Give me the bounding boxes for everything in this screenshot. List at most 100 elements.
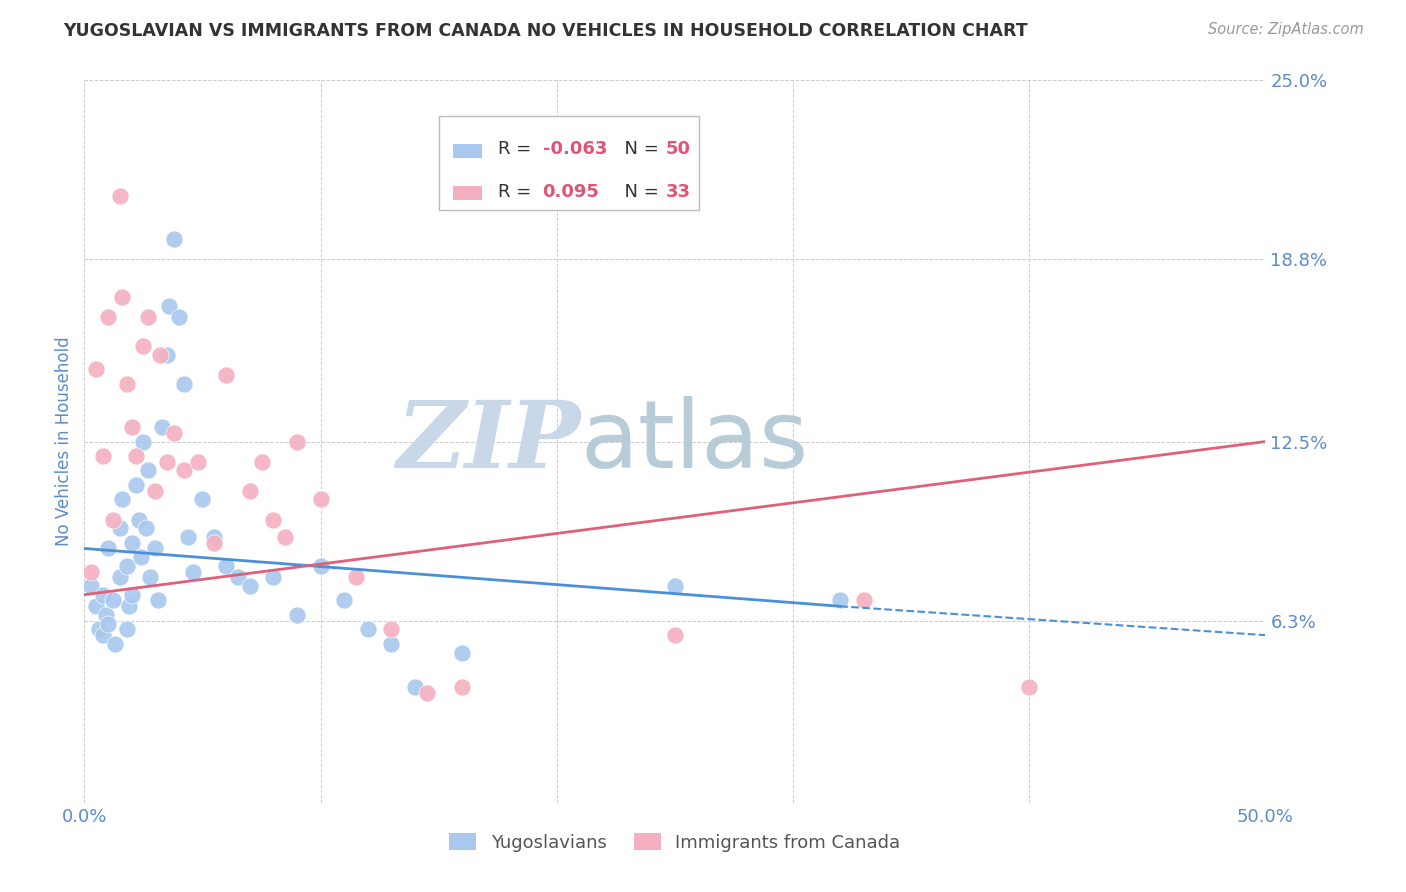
Point <box>239 579 262 593</box>
Text: 50: 50 <box>665 140 690 158</box>
Point <box>91 628 114 642</box>
Point <box>167 310 190 325</box>
Text: YUGOSLAVIAN VS IMMIGRANTS FROM CANADA NO VEHICLES IN HOUSEHOLD CORRELATION CHART: YUGOSLAVIAN VS IMMIGRANTS FROM CANADA NO… <box>63 22 1028 40</box>
Point <box>146 593 169 607</box>
Point <box>97 310 120 325</box>
Text: -0.063: -0.063 <box>543 140 607 158</box>
Point <box>173 376 195 391</box>
Point <box>84 362 107 376</box>
Point <box>157 299 180 313</box>
Point <box>125 449 148 463</box>
Point <box>262 570 284 584</box>
Point <box>163 232 186 246</box>
FancyBboxPatch shape <box>439 117 699 211</box>
Point <box>150 420 173 434</box>
Point <box>309 492 332 507</box>
Point <box>380 637 402 651</box>
Point <box>156 348 179 362</box>
Point <box>163 425 186 440</box>
Point <box>664 579 686 593</box>
Point <box>104 637 127 651</box>
Point <box>108 521 131 535</box>
Point <box>404 680 426 694</box>
Point <box>357 623 380 637</box>
Point <box>333 593 356 607</box>
Point <box>128 512 150 526</box>
Point <box>156 455 179 469</box>
Point <box>852 593 875 607</box>
Point <box>830 593 852 607</box>
Text: Source: ZipAtlas.com: Source: ZipAtlas.com <box>1208 22 1364 37</box>
Y-axis label: No Vehicles in Household: No Vehicles in Household <box>55 336 73 547</box>
Point <box>191 492 214 507</box>
Point <box>87 623 110 637</box>
Point <box>108 189 131 203</box>
Point <box>380 623 402 637</box>
Point <box>115 376 138 391</box>
Point <box>125 478 148 492</box>
FancyBboxPatch shape <box>453 186 482 200</box>
Point <box>416 686 439 700</box>
Point <box>121 588 143 602</box>
Text: R =: R = <box>498 183 537 201</box>
Point <box>285 607 308 622</box>
Text: N =: N = <box>613 140 665 158</box>
Point <box>80 565 103 579</box>
Point <box>239 483 262 498</box>
Point <box>132 339 155 353</box>
Point <box>80 579 103 593</box>
Point <box>136 310 159 325</box>
Point <box>115 623 138 637</box>
Point <box>132 434 155 449</box>
Point <box>101 593 124 607</box>
Point <box>173 463 195 477</box>
Point <box>101 512 124 526</box>
Point <box>118 599 141 614</box>
Point <box>121 420 143 434</box>
FancyBboxPatch shape <box>453 144 482 158</box>
Point <box>94 607 117 622</box>
Point <box>84 599 107 614</box>
Point <box>135 521 157 535</box>
Point <box>97 616 120 631</box>
Legend: Yugoslavians, Immigrants from Canada: Yugoslavians, Immigrants from Canada <box>441 826 908 859</box>
Point <box>262 512 284 526</box>
Point <box>202 535 225 549</box>
Text: R =: R = <box>498 140 537 158</box>
Point <box>664 628 686 642</box>
Point <box>111 290 134 304</box>
Point <box>226 570 249 584</box>
Point <box>451 680 474 694</box>
Text: N =: N = <box>613 183 665 201</box>
Point <box>129 550 152 565</box>
Point <box>143 483 166 498</box>
Point <box>139 570 162 584</box>
Point <box>177 530 200 544</box>
Text: atlas: atlas <box>581 395 808 488</box>
Point <box>187 455 209 469</box>
Point <box>215 558 238 573</box>
Point <box>143 541 166 556</box>
Point <box>309 558 332 573</box>
Point <box>202 530 225 544</box>
Point <box>215 368 238 382</box>
Point <box>97 541 120 556</box>
Point <box>451 646 474 660</box>
Point <box>250 455 273 469</box>
Point <box>181 565 204 579</box>
Point <box>91 588 114 602</box>
Point <box>136 463 159 477</box>
Point <box>344 570 367 584</box>
Point <box>91 449 114 463</box>
Point <box>274 530 297 544</box>
Text: 33: 33 <box>665 183 690 201</box>
Point <box>285 434 308 449</box>
Point <box>149 348 172 362</box>
Point <box>115 558 138 573</box>
Text: ZIP: ZIP <box>396 397 581 486</box>
Point <box>1018 680 1040 694</box>
Text: 0.095: 0.095 <box>543 183 599 201</box>
Point <box>108 570 131 584</box>
Point <box>121 535 143 549</box>
Point <box>111 492 134 507</box>
